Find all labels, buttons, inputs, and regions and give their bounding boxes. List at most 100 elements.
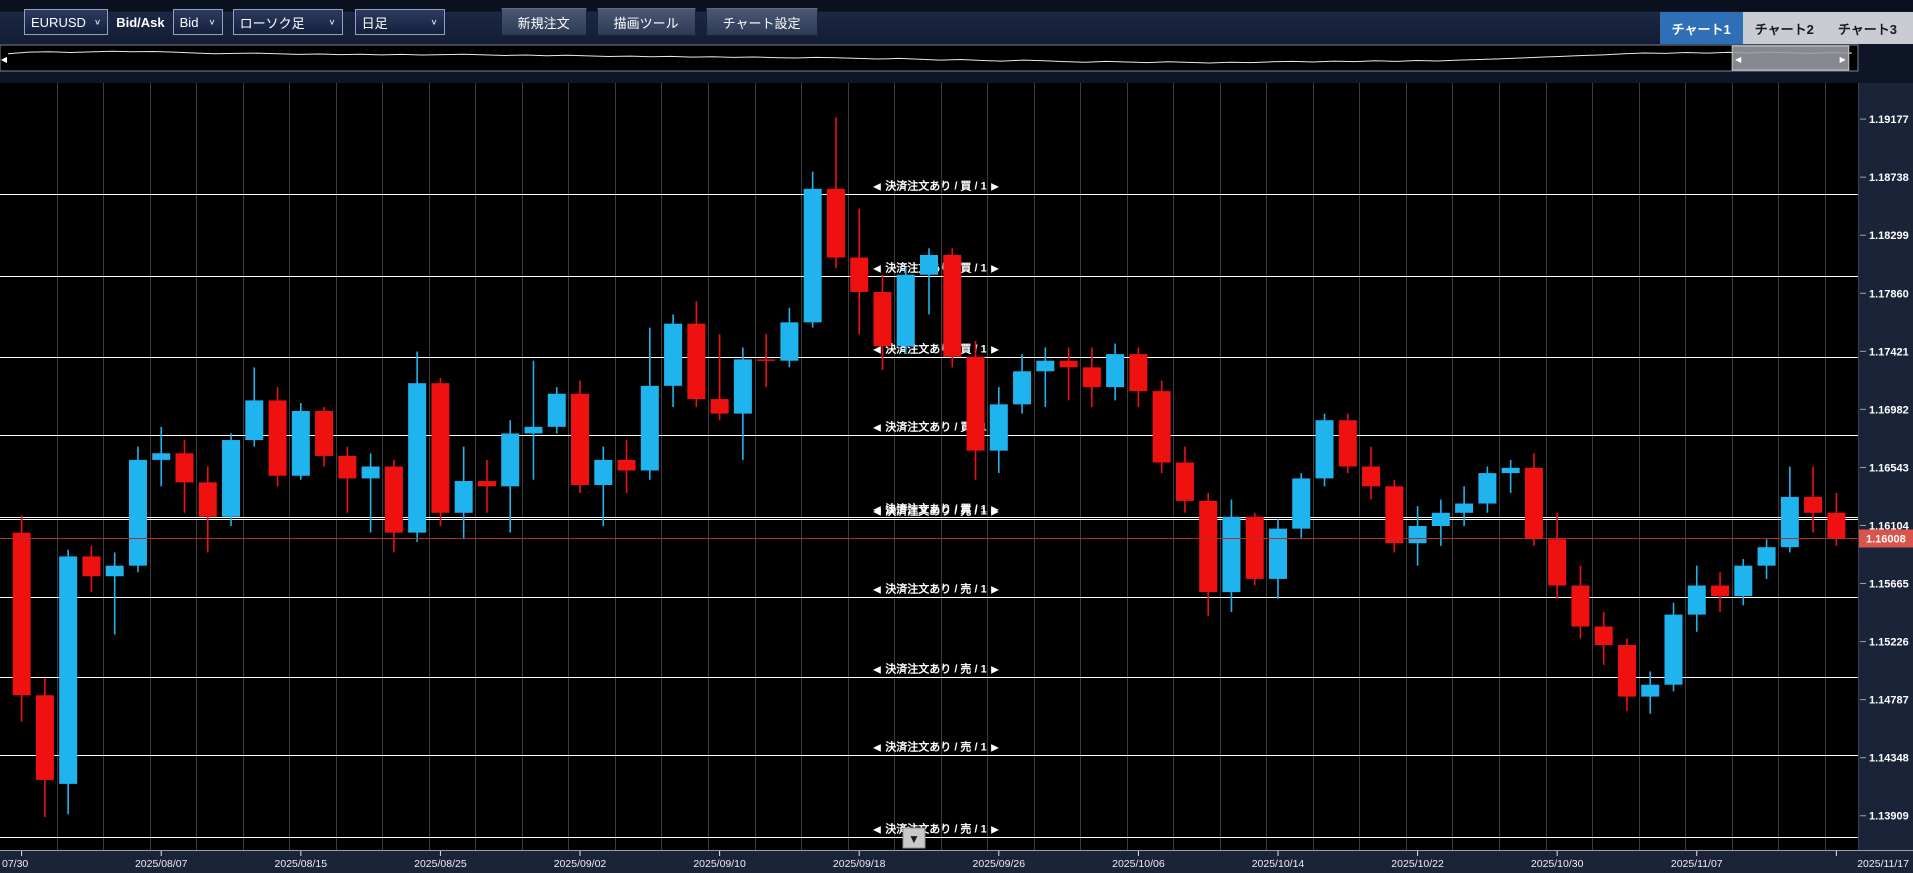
order-left-arrow-icon[interactable]: ◀ <box>873 182 881 193</box>
tab-chart2[interactable]: チャート2 <box>1742 12 1826 44</box>
chevron-down-icon: ∨ <box>430 17 438 27</box>
date-tick-label: 07/30 <box>2 858 28 870</box>
candle-body <box>1734 565 1753 597</box>
order-left-arrow-icon[interactable]: ◀ <box>873 345 881 356</box>
order-left-arrow-icon[interactable]: ◀ <box>873 423 881 434</box>
draw-tools-button[interactable]: 描画ツール <box>596 8 696 36</box>
candle-body <box>1175 462 1194 501</box>
date-tick-label: 2025/10/22 <box>1391 858 1444 870</box>
candle-body <box>1757 547 1776 566</box>
bid-ask-label: Bid/Ask <box>116 14 165 30</box>
candle-body <box>477 481 496 487</box>
candle-body <box>571 393 590 486</box>
price-tick-label: 1.16982 <box>1869 404 1909 416</box>
candle-body <box>1478 473 1497 504</box>
candle-body <box>82 556 101 577</box>
candle-body <box>35 695 54 780</box>
candle-body <box>501 433 520 487</box>
order-right-arrow-icon[interactable]: ▶ <box>991 825 999 836</box>
candle-body <box>1385 486 1404 544</box>
candle-body <box>384 466 403 533</box>
price-tick-label: 1.17421 <box>1869 346 1909 358</box>
timeframe-select-value: 日足 <box>361 15 388 31</box>
overview-strip[interactable]: ◀ ▶ ◀ <box>0 44 1913 72</box>
date-tick-label: 2025/08/15 <box>275 858 328 870</box>
symbol-select[interactable]: EURUSD ∨ <box>24 9 109 35</box>
candle-body <box>1338 420 1357 467</box>
candle-body <box>826 188 845 258</box>
order-right-arrow-icon[interactable]: ▶ <box>991 345 999 356</box>
candle-body <box>12 532 31 696</box>
candle-body <box>1245 516 1264 579</box>
timeframe-select[interactable]: 日足 ∨ <box>354 9 445 35</box>
overview-sparkline[interactable]: ◀ ▶ ◀ <box>0 44 1913 72</box>
candle-body <box>640 385 659 471</box>
order-right-arrow-icon[interactable]: ▶ <box>991 182 999 193</box>
overview-background <box>0 44 1859 72</box>
candle-body <box>896 274 915 347</box>
candle-body <box>431 383 450 513</box>
date-tick-label: 2025/10/30 <box>1531 858 1584 870</box>
order-left-arrow-icon[interactable]: ◀ <box>873 505 881 516</box>
tab-chart1[interactable]: チャート1 <box>1659 12 1743 44</box>
chart-type-select[interactable]: ローソク足 ∨ <box>232 9 343 35</box>
down-triangle-icon[interactable]: ▼ <box>908 832 920 846</box>
candle-body <box>222 440 241 517</box>
overview-viewport-handle[interactable] <box>1731 45 1850 71</box>
candles[interactable] <box>12 117 1846 817</box>
candle-body <box>245 400 264 441</box>
candle-body <box>687 323 706 400</box>
candle-body <box>850 257 869 292</box>
chart-settings-button[interactable]: チャート設定 <box>705 8 818 36</box>
new-order-button[interactable]: 新規注文 <box>500 8 587 36</box>
date-tick-label: 2025/09/26 <box>973 858 1026 870</box>
candle-body <box>1711 585 1730 597</box>
candle-body <box>1804 496 1823 513</box>
overview-scroll-left-icon[interactable]: ◀ <box>1 55 8 64</box>
candle-body <box>664 323 683 386</box>
candle-body <box>547 393 566 427</box>
date-tick-label: 2025/09/10 <box>693 858 746 870</box>
chevron-down-icon: ∨ <box>328 17 336 27</box>
order-right-arrow-icon[interactable]: ▶ <box>991 505 999 516</box>
scroll-down-marker[interactable] <box>902 827 926 849</box>
candle-body <box>1687 585 1706 615</box>
candle-body <box>1106 354 1125 388</box>
order-left-arrow-icon[interactable]: ◀ <box>873 507 881 518</box>
bid-select[interactable]: Bid ∨ <box>172 9 223 35</box>
candle-body <box>1431 512 1450 527</box>
candlestick-chart[interactable]: ◀ 決済注文あり / 買 / 1 ▶ ◀ 決済注文あり / 買 / 1 ▶ ◀ 決済注文あり … <box>0 83 1913 873</box>
order-right-arrow-icon[interactable]: ▶ <box>991 507 999 518</box>
candle-body <box>1524 467 1543 540</box>
order-left-arrow-icon[interactable]: ◀ <box>873 825 881 836</box>
order-right-arrow-icon[interactable]: ▶ <box>991 743 999 754</box>
candle-body <box>338 455 357 479</box>
order-right-arrow-icon[interactable]: ▶ <box>991 585 999 596</box>
order-annotation-label: 決済注文あり / 買 / 1 <box>885 179 986 193</box>
candle-body <box>1152 391 1171 463</box>
tab-chart3[interactable]: チャート3 <box>1825 12 1913 44</box>
date-axis-labels: 07/30 2025/08/07 2025/08/15 2025/08/25 2025/… <box>2 851 1909 870</box>
order-annotation-label: 決済注文あり / 売 / 1 <box>885 582 986 596</box>
candle-body <box>175 453 194 483</box>
candle-body <box>105 565 124 577</box>
viewport-right-arrow-icon[interactable]: ▶ <box>1840 55 1847 64</box>
price-axis-panel <box>1858 83 1913 850</box>
price-tick-label: 1.18738 <box>1869 172 1909 184</box>
date-tick-label: 2025/09/18 <box>833 858 886 870</box>
viewport-left-arrow-icon[interactable]: ◀ <box>1735 55 1742 64</box>
candle-body <box>1082 367 1101 388</box>
main-chart-area[interactable]: ◀ 決済注文あり / 買 / 1 ▶ ◀ 決済注文あり / 買 / 1 ▶ ◀ 決済注文あり … <box>0 83 1913 873</box>
price-tick-label: 1.16543 <box>1869 462 1909 474</box>
order-left-arrow-icon[interactable]: ◀ <box>873 665 881 676</box>
order-left-arrow-icon[interactable]: ◀ <box>873 264 881 275</box>
order-left-arrow-icon[interactable]: ◀ <box>873 743 881 754</box>
order-left-arrow-icon[interactable]: ◀ <box>873 585 881 596</box>
candle-body <box>1129 354 1148 392</box>
candle-body <box>1594 626 1613 646</box>
order-right-arrow-icon[interactable]: ▶ <box>991 665 999 676</box>
order-right-arrow-icon[interactable]: ▶ <box>991 264 999 275</box>
candle-body <box>454 481 473 513</box>
price-tick-label: 1.18299 <box>1869 230 1909 242</box>
